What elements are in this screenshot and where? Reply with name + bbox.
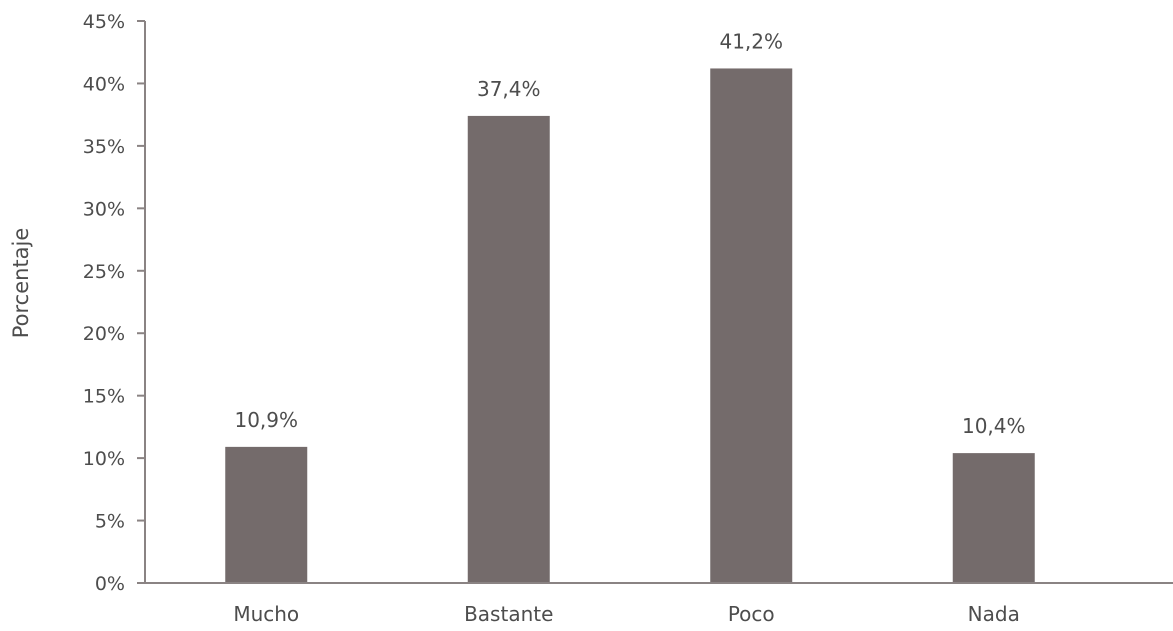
bar [710, 68, 793, 584]
y-tick-label: 45% [83, 11, 125, 33]
y-tick-label: 0% [95, 573, 125, 595]
bar-series [225, 68, 1035, 584]
y-tick-label: 35% [83, 136, 125, 158]
y-tick-label: 25% [83, 261, 125, 283]
data-labels: 10,9% 37,4% 41,2% 10,4% [234, 29, 1025, 438]
bar [225, 446, 308, 583]
data-label: 10,4% [962, 414, 1026, 438]
x-axis: Mucho Bastante Poco Nada [145, 582, 1173, 626]
x-category-label: Mucho [233, 602, 299, 626]
y-tick-label: 10% [83, 448, 125, 470]
y-tick-label: 15% [83, 386, 125, 408]
data-label: 10,9% [234, 408, 298, 432]
data-label: 37,4% [477, 77, 541, 101]
bar [952, 453, 1035, 583]
x-category-label: Poco [728, 602, 775, 626]
x-category-label: Nada [968, 602, 1020, 626]
y-tick-label: 20% [83, 323, 125, 345]
data-label: 41,2% [719, 29, 783, 53]
y-tick-label: 30% [83, 198, 125, 220]
y-axis: 0% 5% 10% 15% 20% 25% 30% 35% 40% 45% [83, 11, 146, 595]
y-tick-label: 40% [83, 73, 125, 95]
y-axis-title: Porcentaje [9, 228, 33, 339]
y-tick-label: 5% [95, 511, 125, 533]
x-category-label: Bastante [464, 602, 553, 626]
bar [467, 115, 550, 583]
